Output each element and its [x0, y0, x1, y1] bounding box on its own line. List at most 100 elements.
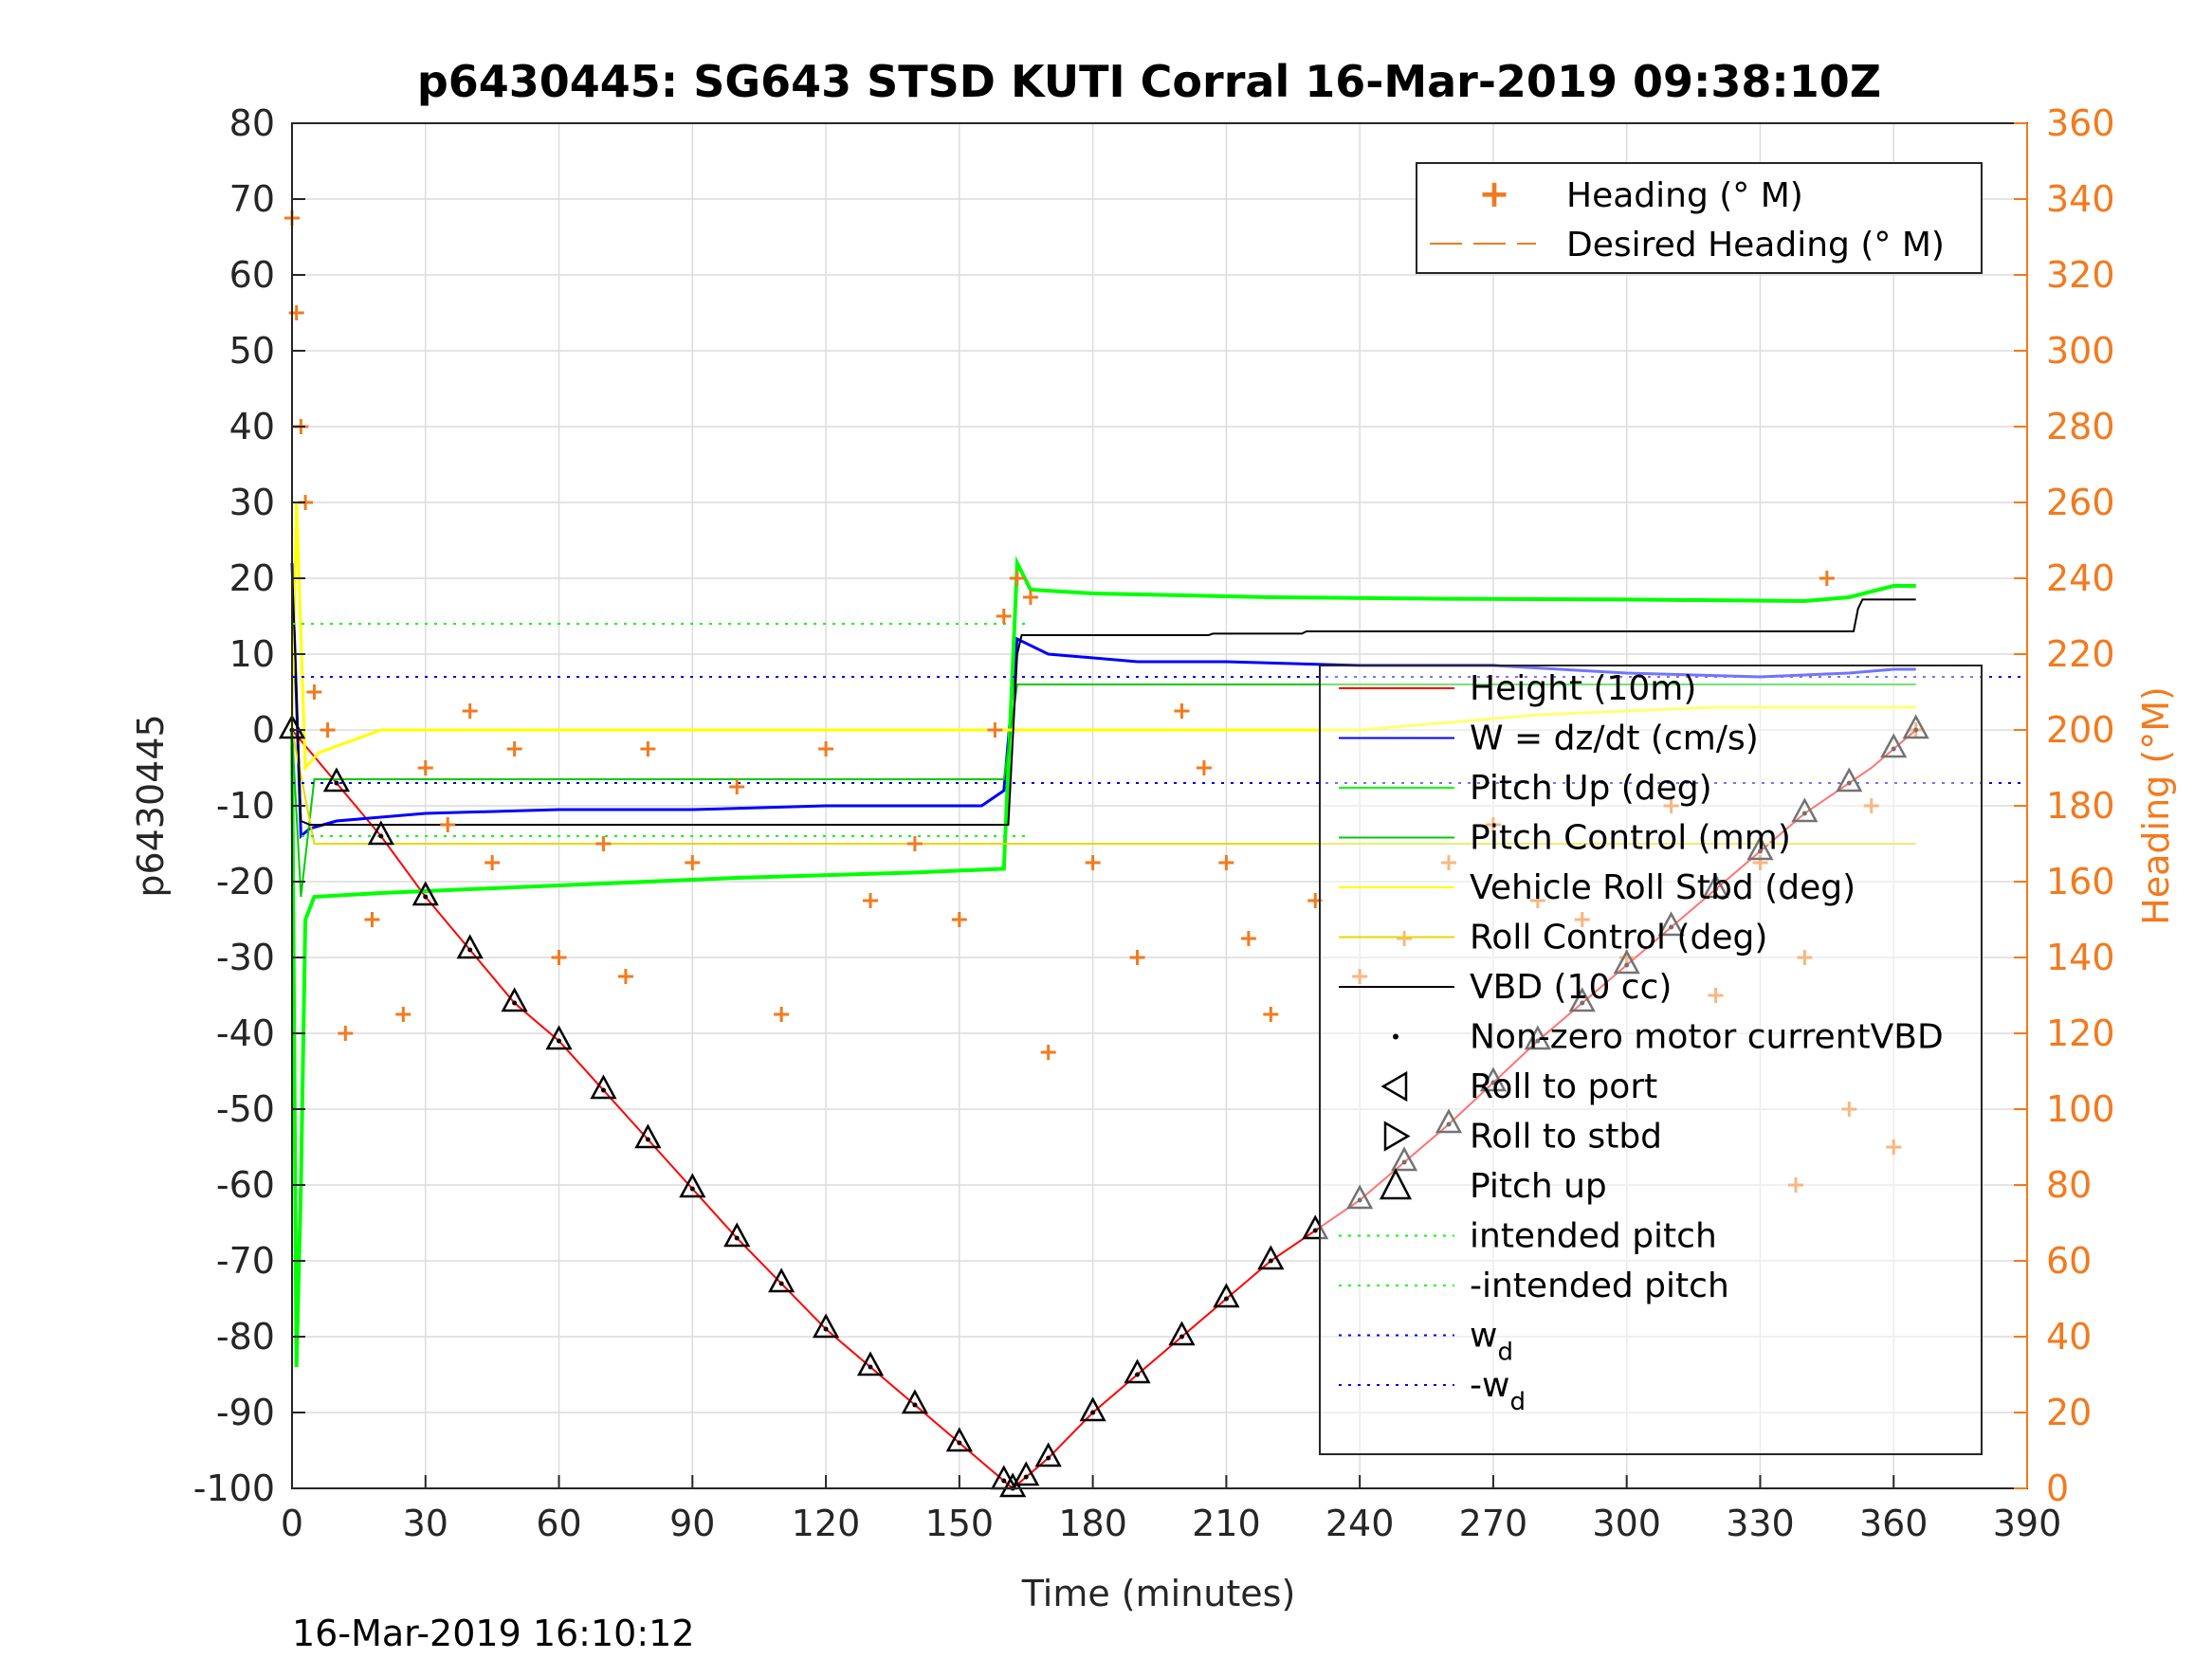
timestamp: 16-Mar-2019 16:10:12	[292, 1613, 695, 1654]
legend-entry-subscript: d	[1497, 1339, 1513, 1367]
x-axis-label: Time (minutes)	[1021, 1573, 1296, 1614]
pitch-up-marker	[501, 987, 528, 1012]
motor-current-marker	[512, 1000, 518, 1006]
legend-entry-label: VBD (10 cc)	[1470, 968, 1672, 1007]
x-tick-label: 30	[403, 1503, 448, 1544]
heading-point	[395, 1007, 411, 1022]
y-left-tick-label: -70	[216, 1240, 275, 1282]
pitch-up-marker	[768, 1267, 795, 1293]
y-left-tick-label: -60	[216, 1164, 275, 1206]
x-tick-label: 270	[1459, 1503, 1528, 1544]
motor-current-marker	[467, 947, 473, 953]
y-right-tick-label: 180	[2046, 785, 2115, 827]
heading-point	[1797, 950, 1813, 965]
motor-current-marker	[378, 833, 384, 839]
y-right-tick-label: 340	[2046, 178, 2115, 220]
motor-current-marker	[868, 1364, 873, 1370]
motor-current-marker	[1757, 848, 1763, 854]
heading-point	[1263, 1007, 1279, 1022]
legend-entry-label: Pitch up	[1470, 1167, 1607, 1206]
y-right-tick-label: 240	[2046, 557, 2115, 599]
pitch-up-marker	[367, 820, 394, 846]
x-tick-label: 60	[536, 1503, 581, 1544]
heading-point	[640, 741, 656, 757]
motor-current-marker	[778, 1281, 784, 1286]
pitch-up-marker	[1213, 1283, 1240, 1308]
x-tick-label: 210	[1192, 1503, 1261, 1544]
motor-current-marker	[645, 1137, 650, 1142]
motor-current-marker	[1223, 1296, 1229, 1302]
pitch-up-marker	[1702, 873, 1729, 899]
motor-current-marker	[1490, 1080, 1496, 1085]
y-right-tick-label: 300	[2046, 330, 2115, 372]
heading-point	[729, 779, 745, 794]
heading-point	[484, 855, 501, 870]
pitch-up-marker	[1390, 1146, 1418, 1172]
heading-point	[1485, 817, 1501, 832]
legend-desired-heading-label: Desired Heading (° M)	[1566, 226, 1945, 264]
motor-current-marker	[1312, 1228, 1318, 1233]
y-right-tick-label: 40	[2046, 1316, 2092, 1358]
legend-swatch	[1380, 1070, 1408, 1103]
heading-point	[685, 855, 701, 870]
legend-entry-label: -intended pitch	[1470, 1267, 1729, 1305]
legend-entry-subscript: d	[1509, 1388, 1526, 1416]
motor-current-marker	[1891, 746, 1896, 752]
motor-current-marker	[823, 1326, 829, 1332]
motor-current-marker	[1090, 1410, 1096, 1415]
legend-heading-box	[1416, 162, 1983, 274]
y-axis-right-label: Heading (°M)	[2135, 686, 2177, 925]
x-tick-label: 330	[1726, 1503, 1795, 1544]
legend-entry-label: Roll to stbd	[1470, 1118, 1662, 1157]
y-left-tick-label: 50	[229, 330, 275, 372]
pitch-up-marker	[856, 1351, 885, 1376]
legend-entry-label: Vehicle Roll Stbd (deg)	[1470, 868, 1856, 907]
heading-point	[1240, 931, 1256, 946]
motor-current-marker	[1535, 1038, 1541, 1044]
y-left-tick-label: -80	[216, 1316, 275, 1358]
pitch-up-marker	[1168, 1321, 1196, 1346]
legend-entry-label: Height (10m)	[1470, 669, 1696, 708]
motor-current-marker	[1179, 1334, 1184, 1340]
legend-entry-label: Roll to port	[1470, 1067, 1657, 1106]
heading-point	[1752, 855, 1768, 870]
pitch-up-marker	[545, 1025, 573, 1050]
legend-entry-label: W = dz/dt (cm/s)	[1470, 720, 1759, 758]
motor-current-marker	[1669, 924, 1674, 930]
motor-current-marker	[734, 1235, 740, 1241]
pitch-up-marker	[812, 1313, 840, 1339]
heading-point	[440, 817, 456, 832]
series-vbd-10-cc	[291, 562, 1916, 826]
y-left-tick-label: -30	[216, 937, 275, 978]
y-left-tick-label: -90	[216, 1392, 275, 1433]
heading-point	[338, 1026, 354, 1041]
heading-point	[1129, 950, 1145, 965]
x-tick-label: 120	[792, 1503, 861, 1544]
y-right-tick-label: 0	[2046, 1468, 2069, 1509]
motor-current-marker	[1913, 727, 1919, 733]
y-right-tick-label: 120	[2046, 1012, 2115, 1054]
heading-point	[1174, 703, 1190, 719]
heading-point	[1529, 893, 1545, 908]
motor-current-marker	[334, 780, 339, 786]
heading-point	[320, 722, 336, 738]
y-right-tick-label: 220	[2046, 633, 2115, 675]
motor-current-marker	[1135, 1372, 1141, 1377]
pitch-up-marker	[590, 1074, 617, 1100]
motor-current-marker	[1446, 1121, 1452, 1127]
y-axis-left-label: p6430445	[130, 714, 172, 897]
y-right-tick-label: 20	[2046, 1392, 2092, 1433]
pitch-up-marker	[679, 1173, 706, 1198]
pitch-up-marker	[1034, 1442, 1062, 1468]
pitch-up-marker	[1568, 987, 1596, 1012]
motor-current-marker	[1580, 1000, 1585, 1006]
heading-point	[987, 722, 1003, 738]
x-tick-label: 240	[1325, 1503, 1395, 1544]
y-right-tick-label: 160	[2046, 861, 2115, 902]
series-vehicle-roll-stbd-deg	[290, 501, 1916, 772]
heading-point	[364, 912, 380, 927]
motor-current-marker	[423, 894, 429, 900]
heading-point	[1196, 760, 1212, 775]
motor-current-marker	[1401, 1159, 1407, 1165]
heading-point	[863, 893, 878, 908]
